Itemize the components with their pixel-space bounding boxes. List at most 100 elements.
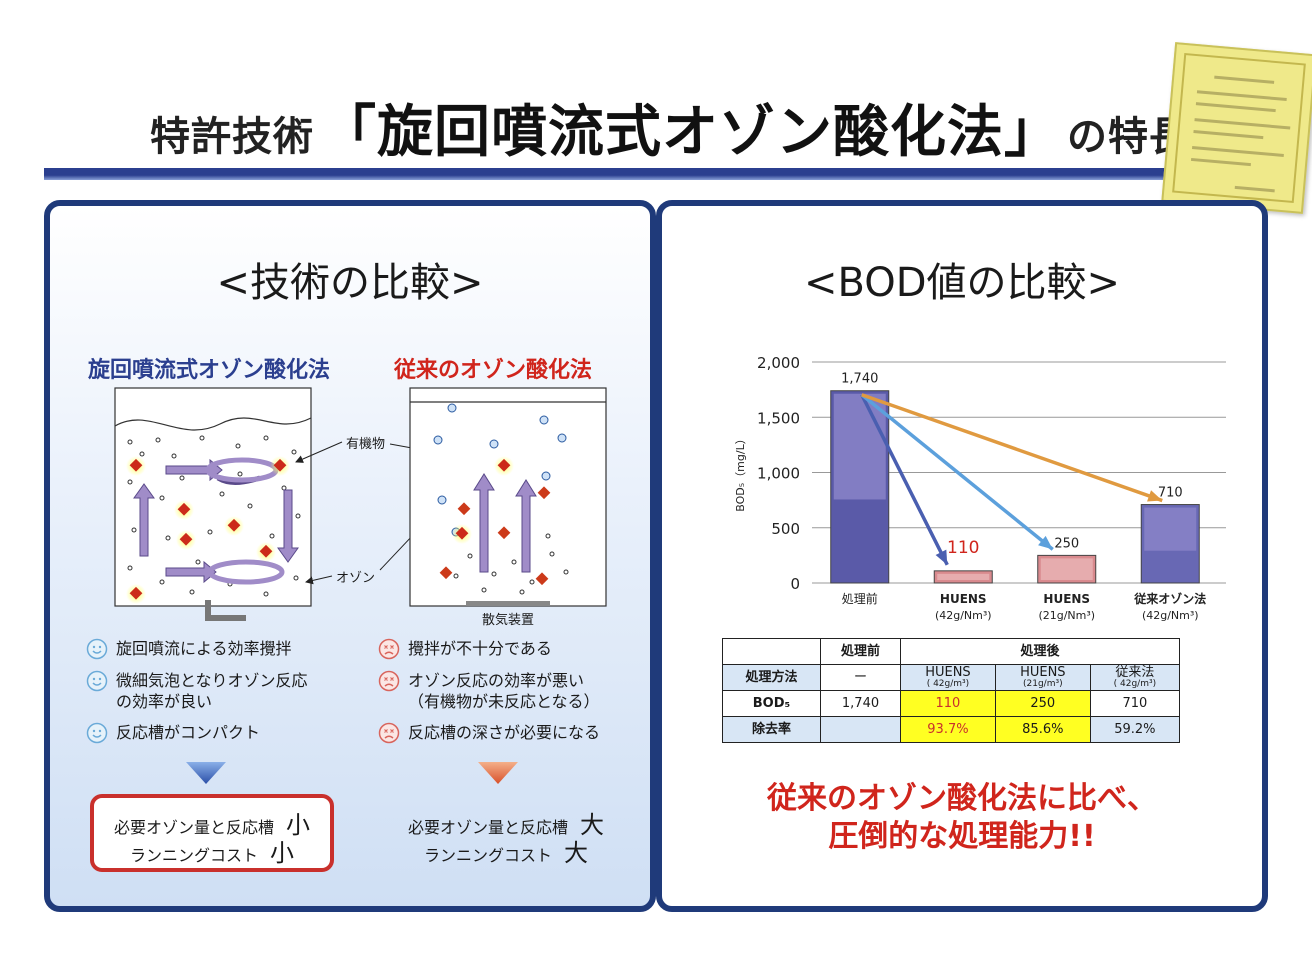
table-cell: 110 bbox=[900, 690, 996, 717]
data-label: 110 bbox=[947, 538, 979, 558]
arrow-head bbox=[1038, 535, 1053, 550]
feature-text: 反応槽がコンパクト bbox=[116, 723, 261, 742]
list-item: 旋回噴流による効率攪拌 bbox=[86, 638, 326, 660]
x-tick-label: HUENS bbox=[1043, 592, 1090, 606]
header-before: 処理前 bbox=[820, 638, 901, 665]
comparison-arrow bbox=[860, 393, 949, 566]
table-cell: 従来法( 42g/m³) bbox=[1089, 664, 1181, 691]
table-cell: 250 bbox=[994, 690, 1091, 717]
x-tick-label: (42g/Nm³) bbox=[935, 609, 992, 622]
result-label: ランニングコスト bbox=[129, 846, 258, 865]
swirl-method-title: 旋回噴流式オゾン酸化法 bbox=[88, 358, 331, 383]
bar-highlight bbox=[833, 393, 886, 500]
swirl-method-result: 必要オゾン量と反応槽小 ランニングコスト小 bbox=[90, 794, 334, 872]
list-item: 反応槽がコンパクト bbox=[86, 722, 326, 744]
title-underline bbox=[44, 168, 1184, 180]
bod-table: 処理前 処理後 処理方法 ー HUENS( 42g/m³) HUENS (21g/… bbox=[722, 638, 1181, 743]
swirl-method-features: 旋回噴流による効率攪拌 微細気泡となりオゾン反応 の効率が良い 反応槽がコンパク… bbox=[86, 638, 326, 754]
list-item: オゾン反応の効率が悪い （有機物が未反応となる） bbox=[378, 670, 628, 712]
conclusion-line-2: 圧倒的な処理能力!! bbox=[828, 819, 1096, 854]
y-tick-label: 500 bbox=[771, 520, 800, 538]
bar-highlight bbox=[1040, 558, 1093, 580]
table-cell: 85.6% bbox=[994, 716, 1091, 743]
result-mark: 大 bbox=[580, 811, 604, 839]
result-mark: 大 bbox=[564, 839, 588, 867]
bod-bar-chart: 0 500 1,000 1,500 2,000 BOD₅（mg/L） 1,740 処理前 110… bbox=[734, 354, 1226, 622]
frown-icon bbox=[378, 670, 400, 692]
table-cell: 1,740 bbox=[820, 690, 901, 717]
swirl-tank bbox=[114, 387, 312, 621]
organic-matter-label: 有機物 bbox=[346, 437, 385, 452]
data-label: 1,740 bbox=[841, 372, 878, 387]
table-cell: HUENS (21g/m³) bbox=[994, 664, 1091, 691]
data-label: 250 bbox=[1054, 536, 1079, 551]
patent-certificate-image bbox=[1161, 42, 1312, 214]
bar-highlight bbox=[1144, 507, 1197, 551]
feature-text: 微細気泡となりオゾン反応 の効率が良い bbox=[116, 671, 308, 711]
table-corner bbox=[722, 638, 821, 665]
data-label: 710 bbox=[1158, 486, 1183, 501]
page-title: 特許技術 「旋回噴流式オゾン酸化法」 の特長 bbox=[150, 88, 1190, 168]
tank-comparison-diagram: 有機物 オゾン bbox=[114, 387, 607, 626]
table-row: 処理方法 ー HUENS( 42g/m³) HUENS (21g/m³) 従来法(… bbox=[722, 664, 1181, 691]
x-tick-label: (42g/Nm³) bbox=[1142, 609, 1199, 622]
comparison-arrow bbox=[860, 393, 1054, 551]
diffuser-label: 散気装置 bbox=[482, 612, 534, 626]
list-item: 攪拌が不十分である bbox=[378, 638, 628, 660]
table-cell: 710 bbox=[1089, 690, 1181, 717]
header-after: 処理後 bbox=[900, 638, 1180, 665]
y-tick-label: 1,000 bbox=[757, 465, 800, 483]
row-label-method: 処理方法 bbox=[722, 664, 821, 691]
table-row: BOD₅ 1,740 110 250 710 bbox=[722, 690, 1181, 717]
technology-comparison-panel: <技術の比較> 旋回噴流式オゾン酸化法 従来のオゾン酸化法 bbox=[44, 200, 656, 912]
bar-highlight bbox=[937, 573, 990, 580]
table-cell: 59.2% bbox=[1089, 716, 1181, 743]
result-mark: 小 bbox=[270, 839, 294, 867]
title-prefix: 特許技術 bbox=[150, 114, 314, 160]
arrow-head bbox=[1147, 490, 1163, 502]
bod-comparison-panel: <BOD値の比較> 0 500 1,000 1,500 2,000 BOD₅（mg/L） 1… bbox=[656, 200, 1268, 912]
x-tick-label: 処理前 bbox=[842, 591, 878, 606]
row-label-bod: BOD₅ bbox=[722, 690, 821, 717]
feature-text: 旋回噴流による効率攪拌 bbox=[116, 639, 292, 658]
table-row: 除去率 93.7% 85.6% 59.2% bbox=[722, 716, 1181, 743]
down-arrow-icon bbox=[478, 762, 518, 784]
table-cell bbox=[820, 716, 901, 743]
comparison-arrow bbox=[861, 393, 1163, 503]
table-cell: ー bbox=[820, 664, 901, 691]
title-main: 「旋回噴流式オゾン酸化法」 bbox=[320, 100, 1061, 165]
feature-text: オゾン反応の効率が悪い （有機物が未反応となる） bbox=[408, 671, 600, 711]
list-item: 反応槽の深さが必要になる bbox=[378, 722, 628, 744]
result-label: ランニングコスト bbox=[423, 846, 552, 865]
row-label-removal: 除去率 bbox=[722, 716, 821, 743]
feature-text: 反応槽の深さが必要になる bbox=[408, 723, 601, 742]
conclusion-line-1: 従来のオゾン酸化法に比べ、 bbox=[767, 781, 1157, 816]
frown-icon bbox=[378, 638, 400, 660]
conventional-tank bbox=[409, 387, 607, 607]
frown-icon bbox=[378, 722, 400, 744]
x-tick-label: 従来オゾン法 bbox=[1133, 591, 1206, 606]
organic-particles bbox=[126, 456, 290, 604]
result-label: 必要オゾン量と反応槽 bbox=[113, 818, 274, 837]
down-arrow-icon bbox=[186, 762, 226, 784]
ozone-label: オゾン bbox=[336, 571, 375, 586]
table-cell: HUENS( 42g/m³) bbox=[900, 664, 996, 691]
conclusion-text: 従来のオゾン酸化法に比べ、 圧倒的な処理能力!! bbox=[662, 780, 1262, 856]
smiley-icon bbox=[86, 670, 108, 692]
conventional-method-result: 必要オゾン量と反応槽大 ランニングコスト大 bbox=[384, 794, 628, 872]
smiley-icon bbox=[86, 638, 108, 660]
smiley-icon bbox=[86, 722, 108, 744]
conventional-method-title: 従来のオゾン酸化法 bbox=[394, 358, 593, 383]
result-label: 必要オゾン量と反応槽 bbox=[407, 818, 568, 837]
bod-comparison-heading: <BOD値の比較> bbox=[803, 260, 1121, 306]
feature-text: 攪拌が不十分である bbox=[408, 639, 552, 658]
result-mark: 小 bbox=[286, 811, 310, 839]
technology-comparison-heading: <技術の比較> bbox=[216, 260, 484, 306]
y-tick-label: 0 bbox=[790, 575, 800, 593]
y-tick-label: 1,500 bbox=[757, 409, 800, 427]
y-tick-label: 2,000 bbox=[757, 354, 800, 372]
table-cell: 93.7% bbox=[900, 716, 996, 743]
x-tick-label: (21g/Nm³) bbox=[1038, 609, 1095, 622]
y-axis-label: BOD₅（mg/L） bbox=[734, 433, 747, 511]
conventional-method-features: 攪拌が不十分である オゾン反応の効率が悪い （有機物が未反応となる） 反応槽の深… bbox=[378, 638, 628, 754]
